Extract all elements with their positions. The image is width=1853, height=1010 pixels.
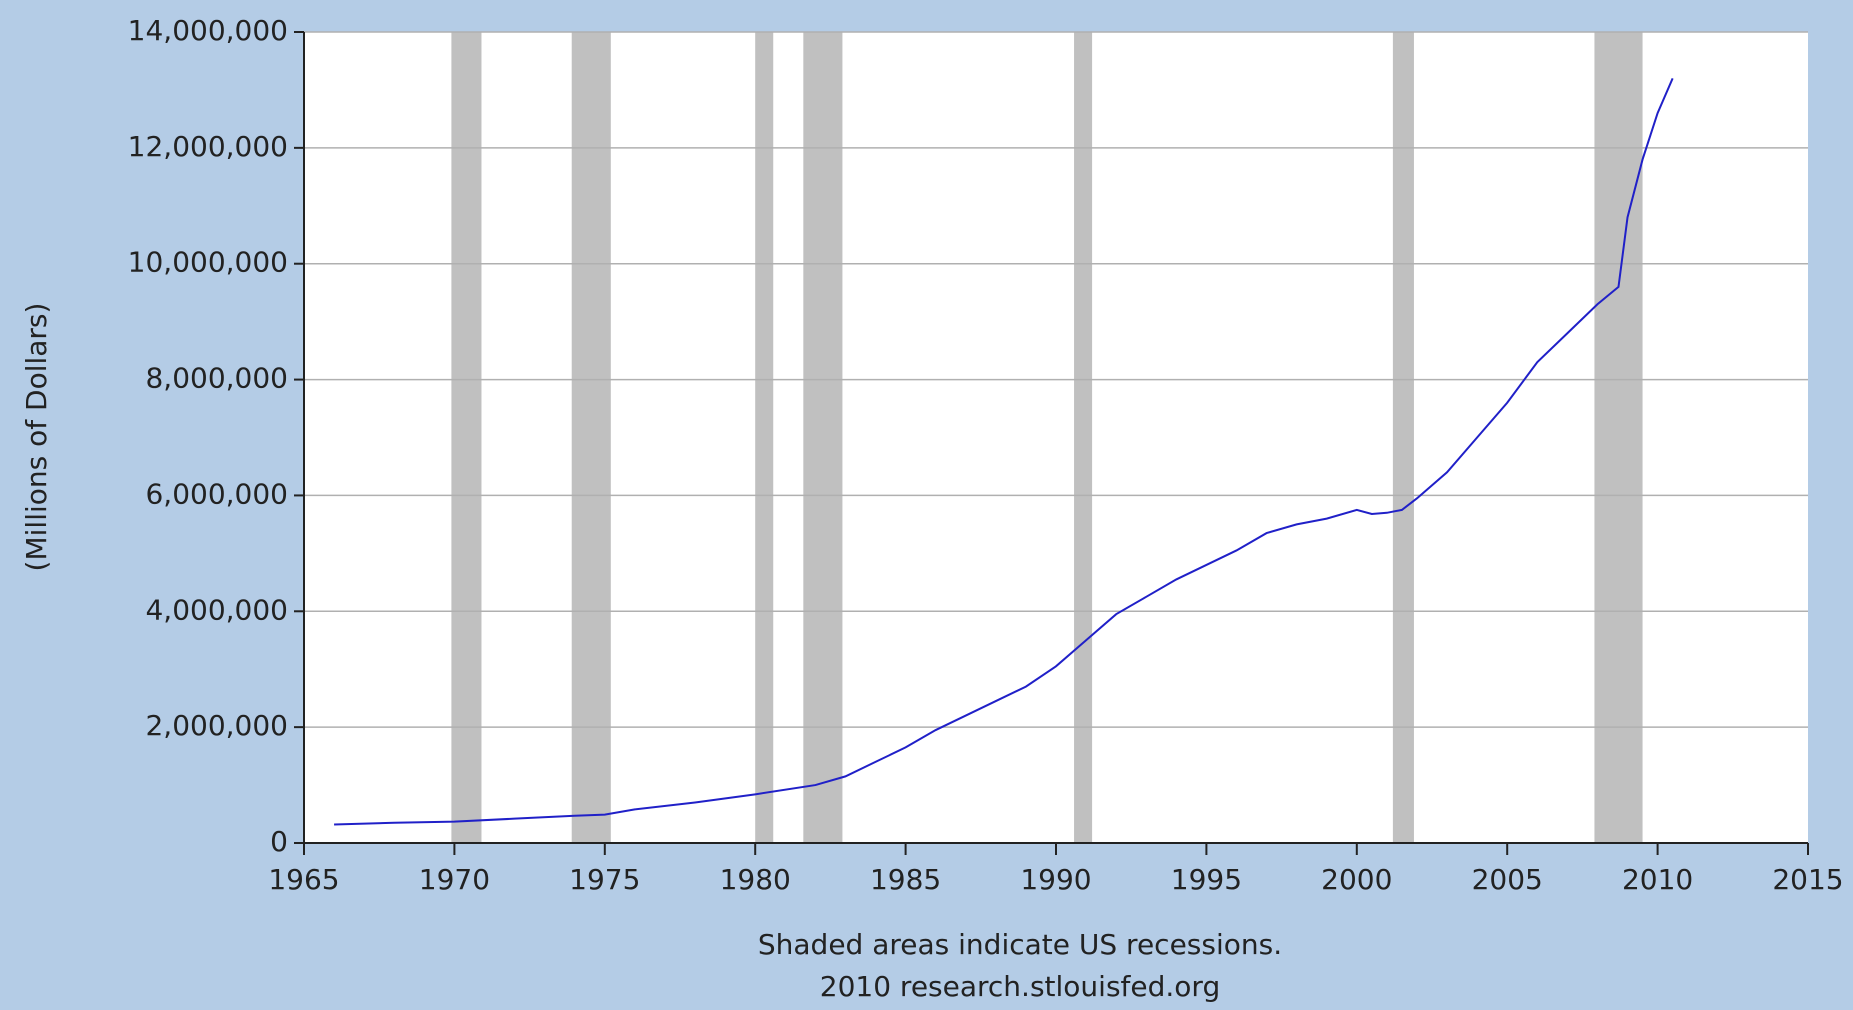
y-tick-label: 0 [270, 825, 288, 858]
recession-band [755, 32, 774, 843]
x-tick-label: 1975 [569, 863, 640, 896]
y-tick-label: 14,000,000 [128, 14, 288, 47]
x-tick-label: 2010 [1622, 863, 1693, 896]
x-tick-label: 1965 [268, 863, 339, 896]
x-tick-label: 2015 [1772, 863, 1843, 896]
y-tick-label: 2,000,000 [145, 709, 288, 742]
y-tick-label: 10,000,000 [128, 246, 288, 279]
note: 2010 research.stlouisfed.org [820, 970, 1220, 1003]
recession-band [451, 32, 482, 843]
x-tick-label: 1995 [1171, 863, 1242, 896]
y-axis-label: (Millions of Dollars) [20, 303, 53, 572]
y-tick-label: 12,000,000 [128, 130, 288, 163]
x-tick-label: 1985 [870, 863, 941, 896]
x-tick-label: 1970 [419, 863, 490, 896]
recession-band [571, 32, 611, 843]
note: Shaded areas indicate US recessions. [758, 928, 1282, 961]
x-tick-label: 1980 [720, 863, 791, 896]
recession-band [1392, 32, 1414, 843]
x-tick-label: 2000 [1321, 863, 1392, 896]
y-tick-label: 4,000,000 [145, 593, 288, 626]
y-tick-label: 6,000,000 [145, 477, 288, 510]
x-tick-label: 1990 [1020, 863, 1091, 896]
recession-band [1074, 32, 1093, 843]
recession-band [1594, 32, 1643, 843]
plot-area [304, 32, 1808, 843]
data-line [334, 77, 1674, 826]
recession-band [803, 32, 843, 843]
y-tick-label: 8,000,000 [145, 362, 288, 395]
x-tick-label: 2005 [1472, 863, 1543, 896]
